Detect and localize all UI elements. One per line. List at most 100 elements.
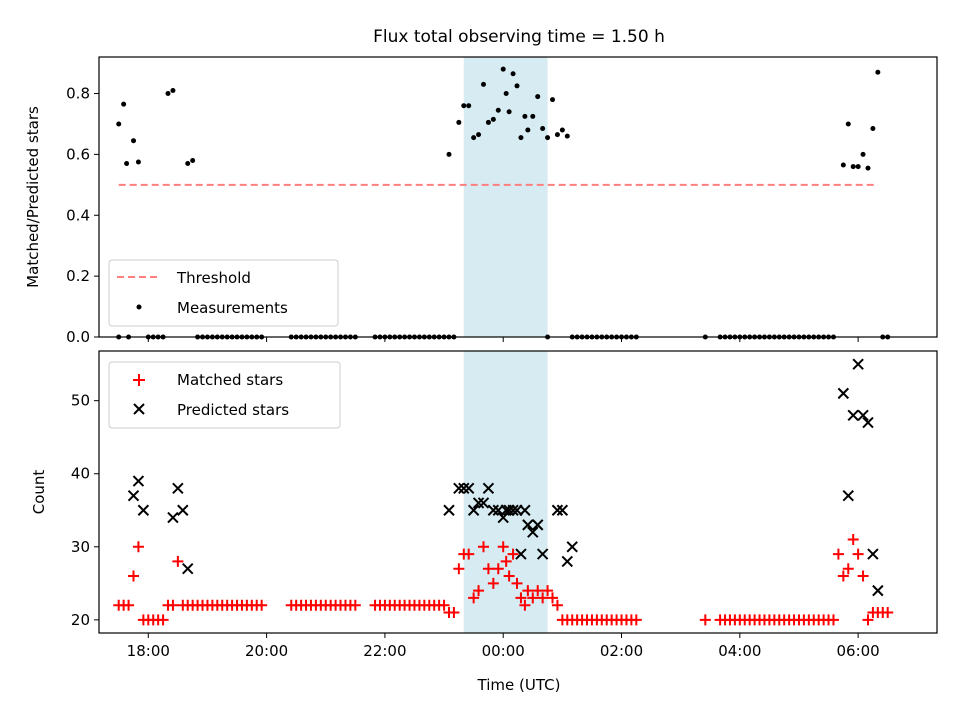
bottom-panel: 20 30 40 50 18:00 20:00 22:00 00:00 02:00 04:00 06… [30, 350, 938, 694]
predicted-star-point [453, 482, 465, 495]
measurement-point [865, 165, 871, 171]
measurement-point [456, 119, 462, 125]
matched-star-point [172, 555, 184, 567]
predicted-star-point [556, 504, 569, 516]
predicted-star-point [566, 541, 578, 553]
matched-star-point [532, 585, 544, 597]
matched-star-point [551, 599, 563, 611]
predicted-star-point [172, 482, 184, 495]
matched-star-point [482, 563, 494, 575]
predicted-star-point [842, 489, 854, 502]
matched-star-point [256, 599, 268, 611]
legend-matched-label: Matched stars [177, 371, 283, 389]
predicted-star-point [536, 548, 549, 560]
y-tick-label: 0.4 [66, 206, 90, 224]
measurement-point [840, 162, 846, 168]
measurement-point [845, 121, 851, 127]
legend-frame [108, 361, 341, 429]
matched-star-point [852, 548, 864, 560]
matched-star-point [468, 592, 480, 604]
top-highlight-span [463, 57, 548, 337]
legend-threshold-label: Threshold [176, 269, 251, 287]
measurement-point [185, 161, 191, 167]
matched-star-point [507, 548, 519, 560]
y-tick-label: 30 [71, 538, 90, 556]
matched-star-point [477, 541, 489, 553]
measurement-point [855, 164, 861, 170]
measurement-point [495, 107, 501, 113]
measurement-point [446, 151, 452, 157]
measurement-point [510, 71, 516, 77]
measurement-point [875, 69, 881, 75]
measurement-point [121, 101, 127, 107]
predicted-star-point [462, 482, 475, 495]
y-tick-label: 0.0 [66, 328, 90, 346]
matched-star-point [515, 592, 527, 604]
top-axis-ticks: 0.0 0.2 0.4 0.6 0.8 [66, 85, 859, 346]
legend-measurements-swatch [136, 304, 142, 310]
y-tick-label: 50 [71, 392, 90, 410]
predicted-star-point [127, 489, 140, 502]
measurement-point [540, 126, 546, 132]
matched-star-point [492, 563, 504, 575]
measurement-point [554, 132, 560, 138]
x-tick-label: 04:00 [718, 642, 761, 660]
predicted-star-point [507, 504, 519, 516]
y-tick-label: 0.2 [66, 267, 90, 285]
measurement-point [545, 135, 551, 141]
measurement-point [503, 91, 509, 97]
matched-star-point [128, 570, 140, 582]
predicted-star-point [137, 504, 150, 516]
x-tick-label: 20:00 [245, 642, 288, 660]
predicted-star-point [561, 555, 574, 568]
matched-star-point [857, 570, 869, 582]
measurement-point [514, 83, 520, 89]
matched-star-point [123, 599, 135, 611]
measurement-point [860, 151, 866, 157]
measurement-point [480, 81, 486, 87]
measurement-point [170, 87, 176, 93]
predicted-star-point [167, 511, 179, 524]
measurement-point [518, 135, 524, 141]
top-legend: Threshold Measurements [108, 259, 339, 327]
x-tick-label: 00:00 [482, 642, 525, 660]
measurement-point [559, 127, 565, 133]
predicted-star-point [515, 548, 527, 560]
measurement-point [530, 113, 536, 119]
matched-star-point [522, 585, 534, 597]
matched-star-point [487, 577, 499, 589]
x-tick-label: 22:00 [363, 642, 406, 660]
bottom-data-marks [113, 358, 894, 626]
matched-star-point [167, 599, 179, 611]
measurement-point [131, 138, 137, 144]
predicted-star-point [852, 358, 864, 370]
measurement-point [461, 103, 467, 109]
predicted-star-point [862, 416, 874, 429]
matched-star-point [453, 563, 465, 575]
top-panel: 0.0 0.2 0.4 0.6 0.8 Matched/Predicted stars [24, 56, 938, 346]
bottom-axis-ticks: 20 30 40 50 18:00 20:00 22:00 00:00 02:00 04:00 06… [71, 392, 880, 660]
matched-star-point [827, 614, 839, 626]
matched-star-point [842, 563, 854, 575]
matched-star-point [547, 592, 559, 604]
predicted-star-point [532, 519, 544, 531]
matched-star-point [837, 570, 849, 582]
top-axes-frame [98, 56, 938, 338]
measurement-point [870, 126, 876, 132]
top-y-axis-label: Matched/Predicted stars [24, 106, 42, 288]
matched-star-point [699, 614, 711, 626]
matched-star-point [527, 592, 539, 604]
y-tick-label: 0.6 [66, 145, 90, 163]
matched-star-point [349, 599, 361, 611]
matched-star-point [511, 577, 523, 589]
predicted-star-point [472, 497, 485, 509]
predicted-star-point [527, 526, 539, 538]
matched-star-point [519, 599, 531, 611]
matched-star-point [438, 599, 450, 611]
predicted-star-point [443, 504, 455, 516]
x-axis-label: Time (UTC) [477, 676, 561, 694]
legend-frame [108, 259, 339, 327]
predicted-star-point [482, 482, 495, 495]
measurement-point [190, 157, 196, 163]
